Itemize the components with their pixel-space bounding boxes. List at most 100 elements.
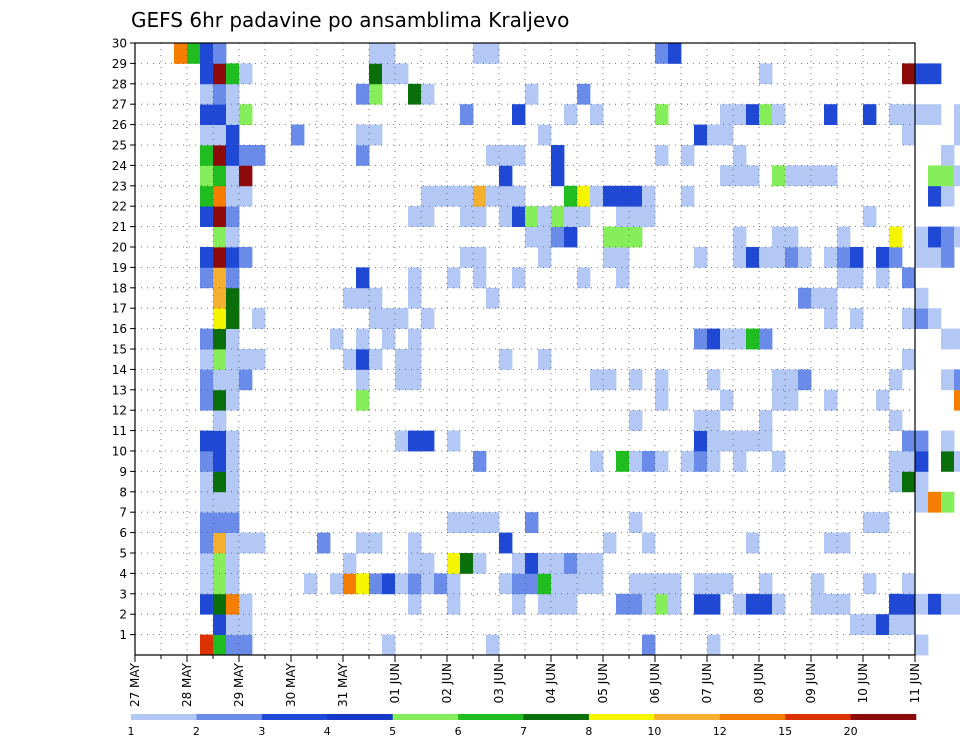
- heatmap-cell: [655, 369, 669, 391]
- heatmap-cell: [863, 104, 877, 125]
- heatmap-cell: [889, 247, 903, 268]
- heatmap-cell: [239, 165, 253, 187]
- heatmap-cell: [629, 410, 643, 431]
- heatmap-cell: [382, 634, 396, 656]
- heatmap-cell: [577, 206, 591, 227]
- heatmap-cell: [759, 573, 773, 595]
- heatmap-cell: [200, 573, 214, 595]
- heatmap-cell: [941, 165, 955, 187]
- heatmap-cell: [746, 165, 760, 187]
- heatmap-cell: [915, 634, 929, 656]
- heatmap-cell: [954, 328, 960, 350]
- heatmap-cell: [564, 185, 578, 207]
- heatmap-cell: [694, 430, 708, 452]
- x-tick-label: 11 JUN: [908, 663, 922, 703]
- heatmap-cell: [850, 308, 864, 329]
- heatmap-cell: [954, 451, 960, 472]
- heatmap-cell: [590, 573, 604, 595]
- heatmap-cell: [772, 226, 786, 248]
- heatmap-cell: [512, 185, 526, 207]
- heatmap-cell: [915, 287, 929, 309]
- heatmap-cell: [642, 185, 656, 207]
- heatmap-cell: [343, 349, 357, 370]
- heatmap-cell: [200, 532, 214, 554]
- heatmap-cell: [200, 43, 214, 64]
- heatmap-cell: [239, 185, 253, 207]
- heatmap-cell: [772, 451, 786, 472]
- heatmap-cell: [200, 634, 214, 656]
- heatmap-cell: [590, 185, 604, 207]
- heatmap-cell: [564, 573, 578, 595]
- x-tick-label: 28 MAY: [180, 662, 194, 707]
- heatmap-cell: [915, 63, 929, 85]
- heatmap-cell: [395, 369, 409, 391]
- heatmap-cell: [746, 430, 760, 452]
- heatmap-cell: [226, 63, 240, 85]
- heatmap-cell: [200, 104, 214, 125]
- heatmap-cell: [889, 104, 903, 125]
- heatmap-cell: [408, 430, 422, 452]
- heatmap-cell: [538, 247, 552, 268]
- heatmap-cell: [239, 593, 253, 615]
- heatmap-cell: [447, 185, 461, 207]
- heatmap-cell: [746, 247, 760, 268]
- x-tick-label: 30 MAY: [284, 662, 298, 707]
- heatmap-cell: [616, 593, 630, 615]
- heatmap-cell: [863, 512, 877, 533]
- heatmap-cell: [863, 573, 877, 595]
- x-tick-label: 02 JUN: [440, 663, 454, 703]
- heatmap-cell: [564, 206, 578, 227]
- heatmap-cell: [928, 308, 942, 329]
- heatmap-cell: [590, 451, 604, 472]
- heatmap-cell: [525, 573, 539, 595]
- heatmap-cell: [486, 43, 500, 64]
- heatmap-cell: [317, 532, 331, 554]
- heatmap-cell: [213, 287, 227, 309]
- heatmap-cell: [837, 226, 851, 248]
- heatmap-cell: [200, 491, 214, 513]
- y-tick-label: 29: [112, 57, 127, 71]
- heatmap-cell: [811, 287, 825, 309]
- heatmap-cell: [226, 124, 240, 146]
- heatmap-cell: [226, 369, 240, 391]
- colorbar-label: 20: [844, 725, 858, 738]
- heatmap-cell: [187, 43, 201, 64]
- heatmap-cell: [902, 349, 916, 370]
- heatmap-cell: [460, 512, 474, 533]
- heatmap-cell: [408, 83, 422, 105]
- heatmap-cell: [746, 593, 760, 615]
- heatmap-cell: [824, 593, 838, 615]
- heatmap-cell: [213, 63, 227, 85]
- heatmap-cell: [694, 573, 708, 595]
- heatmap-cell: [642, 532, 656, 554]
- heatmap-cell: [200, 349, 214, 370]
- heatmap-cell: [252, 145, 266, 166]
- heatmap-cell: [694, 124, 708, 146]
- heatmap-cell: [421, 573, 435, 595]
- heatmap-cell: [889, 593, 903, 615]
- heatmap-cell: [239, 369, 253, 391]
- heatmap-cell: [460, 553, 474, 574]
- colorbar-label: 6: [455, 725, 462, 738]
- y-tick-label: 30: [112, 37, 127, 51]
- y-tick-label: 9: [119, 465, 127, 479]
- colorbar-label: 7: [520, 725, 527, 738]
- y-tick-label: 10: [112, 445, 127, 459]
- heatmap-cell: [421, 206, 435, 227]
- heatmap-cell: [369, 308, 383, 329]
- heatmap-cell: [408, 369, 422, 391]
- heatmap-cell: [486, 145, 500, 166]
- colorbar-segment: [261, 714, 328, 720]
- heatmap-cell: [551, 226, 565, 248]
- heatmap-cell: [421, 185, 435, 207]
- heatmap-cell: [785, 389, 799, 411]
- heatmap-cell: [239, 247, 253, 268]
- colorbar-segment: [654, 714, 721, 720]
- heatmap-cell: [343, 553, 357, 574]
- heatmap-cell: [759, 593, 773, 615]
- heatmap-cell: [460, 104, 474, 125]
- colorbar-segment: [392, 714, 459, 720]
- heatmap-cell: [915, 430, 929, 452]
- heatmap-cell: [902, 451, 916, 472]
- heatmap-cell: [538, 553, 552, 574]
